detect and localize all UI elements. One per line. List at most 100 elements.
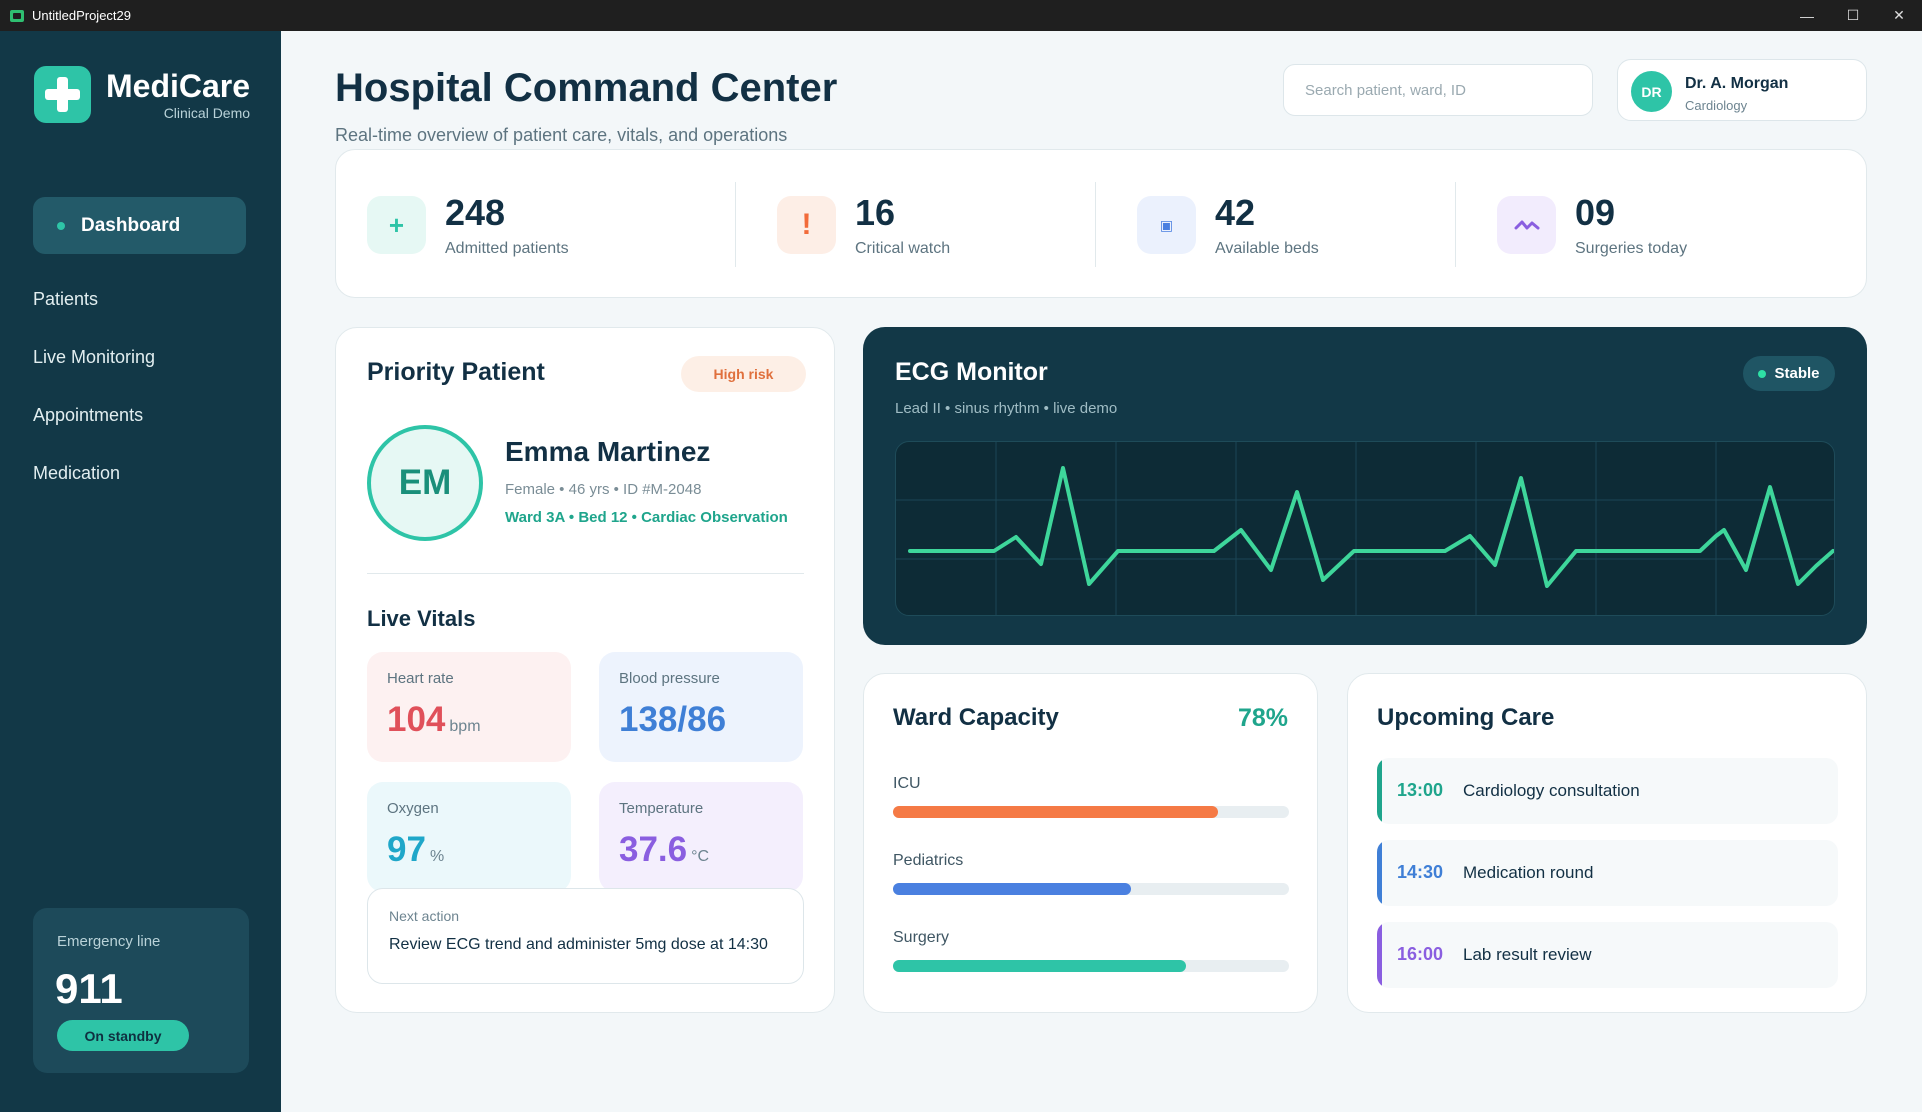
stat-label: Admitted patients	[445, 240, 569, 257]
capacity-percent: 78%	[1237, 704, 1288, 732]
bar-fill-icu	[893, 806, 1218, 818]
emergency-number[interactable]: 911	[55, 965, 123, 1012]
sidebar-item-medication[interactable]: Medication	[33, 463, 121, 483]
next-action-box: Next action Review ECG trend and adminis…	[367, 888, 804, 984]
card-title: Ward Capacity	[893, 704, 1059, 731]
appointment-accent	[1377, 922, 1382, 988]
ward-capacity-card: Ward Capacity 78% ICU Pediatrics Surgery	[863, 673, 1318, 1013]
appointment-time: 13:00	[1397, 780, 1444, 800]
page-subtitle: Real-time overview of patient care, vita…	[335, 125, 788, 145]
stat-value: 42	[1215, 192, 1256, 233]
stat-label: Available beds	[1215, 240, 1319, 257]
minimize-button[interactable]: —	[1800, 7, 1814, 24]
window-titlebar: UntitledProject29 — ☐ ✕	[0, 0, 1922, 31]
patient-name[interactable]: Emma Martinez	[505, 436, 711, 467]
card-title: Upcoming Care	[1377, 704, 1555, 731]
bar-label-icu: ICU	[893, 775, 921, 792]
user-profile[interactable]: DR Dr. A. Morgan Cardiology	[1617, 59, 1867, 121]
appointment-desc: Medication round	[1463, 863, 1594, 882]
vital-blood-pressure[interactable]: Blood pressure 138/86	[599, 652, 803, 762]
vitals-title: Live Vitals	[367, 606, 476, 631]
next-action-label: Next action	[389, 908, 460, 924]
sidebar-item-patients[interactable]: Patients	[33, 289, 99, 309]
appointment-item[interactable]: 13:00 Cardiology consultation	[1377, 758, 1838, 824]
vital-value: 37.6 °C	[619, 830, 710, 869]
risk-badge: High risk	[681, 356, 806, 392]
vital-label: Heart rate	[387, 670, 454, 687]
card-title: ECG Monitor	[895, 358, 1048, 386]
search-input[interactable]: Search patient, ward, ID	[1283, 64, 1593, 116]
avatar: DR	[1631, 71, 1672, 112]
stat-divider	[735, 182, 736, 267]
stats-panel: + 248 Admitted patients ! 16 Critical wa…	[335, 149, 1867, 298]
close-button[interactable]: ✕	[1893, 7, 1905, 23]
appointment-desc: Lab result review	[1463, 945, 1592, 964]
window-controls: — ☐ ✕	[1784, 0, 1922, 31]
bar-label-pediatrics: Pediatrics	[893, 852, 964, 869]
stat-divider	[1095, 182, 1096, 267]
status-badge: Stable	[1743, 356, 1835, 391]
vital-label: Blood pressure	[619, 670, 720, 687]
user-role: Cardiology	[1685, 98, 1748, 113]
appointment-desc: Cardiology consultation	[1463, 781, 1640, 800]
alert-icon: !	[777, 196, 836, 254]
appointment-item[interactable]: 14:30 Medication round	[1377, 840, 1838, 906]
stat-label: Critical watch	[855, 240, 951, 257]
vital-value: 104 bpm	[387, 700, 481, 739]
ecg-waveform	[896, 442, 1834, 615]
plus-icon: +	[367, 196, 426, 254]
patient-avatar: EM	[367, 425, 483, 541]
window-title: UntitledProject29	[32, 8, 131, 23]
user-name: Dr. A. Morgan	[1685, 75, 1789, 92]
vital-value: 138/86	[619, 700, 727, 739]
patient-meta: Female • 46 yrs • ID #M-2048	[505, 481, 702, 498]
sidebar: MediCare Clinical Demo Dashboard Patient…	[0, 31, 281, 1112]
card-title: Priority Patient	[367, 358, 545, 386]
vital-label: Temperature	[619, 800, 704, 817]
vital-temperature[interactable]: Temperature 37.6 °C	[599, 782, 803, 892]
bar-label-surgery: Surgery	[893, 929, 950, 946]
bed-icon: ▣	[1137, 196, 1196, 254]
bar-fill-surgery	[893, 960, 1187, 972]
bar-fill-pediatrics	[893, 883, 1131, 895]
appointment-accent	[1377, 840, 1382, 906]
maximize-button[interactable]: ☐	[1846, 7, 1860, 23]
brand[interactable]: MediCare Clinical Demo	[34, 66, 250, 123]
upcoming-care-card: Upcoming Care 13:00 Cardiology consultat…	[1347, 673, 1867, 1013]
brand-text: MediCare Clinical Demo	[106, 68, 250, 122]
brand-name: MediCare	[106, 67, 251, 104]
app-icon	[10, 9, 24, 22]
appointment-time: 14:30	[1397, 862, 1444, 882]
stat-value: 248	[445, 192, 506, 233]
sidebar-item-appointments[interactable]: Appointments	[33, 405, 144, 425]
appointment-item[interactable]: 16:00 Lab result review	[1377, 922, 1838, 988]
active-dot-icon	[57, 221, 65, 230]
appointment-time: 16:00	[1397, 944, 1444, 964]
page-title: Hospital Command Center	[335, 66, 838, 110]
sidebar-item-live-monitoring[interactable]: Live Monitoring	[33, 347, 156, 367]
stat-divider	[1455, 182, 1456, 267]
ecg-trace	[908, 466, 1834, 588]
status-dot-icon	[1758, 369, 1767, 378]
sidebar-item-label: Dashboard	[81, 214, 181, 236]
brand-subtitle: Clinical Demo	[163, 104, 251, 121]
activity-icon	[1497, 196, 1556, 254]
card-subtitle: Lead II • sinus rhythm • live demo	[895, 400, 1118, 417]
patient-ward: Ward 3A • Bed 12 • Cardiac Observation	[505, 509, 788, 526]
sidebar-item-dashboard[interactable]: Dashboard	[33, 197, 246, 254]
stat-value: 16	[855, 192, 896, 233]
vital-heart-rate[interactable]: Heart rate 104 bpm	[367, 652, 571, 762]
stat-value: 09	[1575, 192, 1616, 233]
bar-track-icu	[893, 806, 1289, 818]
appointment-accent	[1377, 758, 1382, 824]
emergency-status-badge[interactable]: On standby	[57, 1020, 189, 1051]
bar-track-surgery	[893, 960, 1289, 972]
vital-oxygen[interactable]: Oxygen 97%	[367, 782, 571, 892]
emergency-panel: Emergency line 911 On standby	[33, 908, 249, 1073]
priority-patient-card: Priority Patient High risk EM Emma Marti…	[335, 327, 835, 1013]
status-text: Stable	[1774, 365, 1820, 382]
bar-track-pediatrics	[893, 883, 1289, 895]
ecg-screen	[895, 441, 1835, 616]
next-action-text: Review ECG trend and administer 5mg dose…	[389, 936, 768, 953]
stat-label: Surgeries today	[1575, 240, 1688, 257]
